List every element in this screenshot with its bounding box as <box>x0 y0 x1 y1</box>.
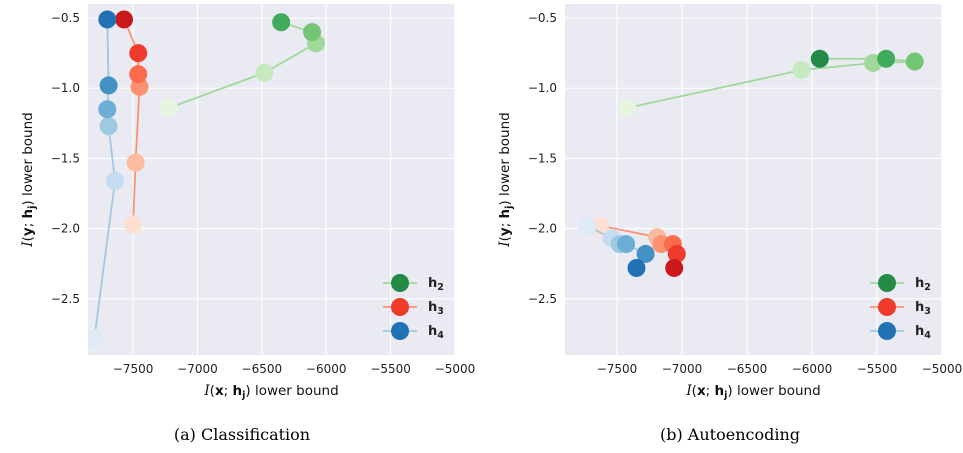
legend-label-h4: h4 <box>915 324 931 341</box>
y-tick-label: −1.5 <box>51 151 80 165</box>
y-axis-label: I(y; hj) lower bound <box>497 112 515 247</box>
legend: h2 h3 h4 <box>870 274 931 341</box>
y-tick-label: −1.0 <box>528 81 557 95</box>
y-tick-label: −0.5 <box>528 11 557 25</box>
data-point-h2 <box>160 98 179 117</box>
x-tick-label: −7000 <box>662 362 703 376</box>
data-point-h2 <box>877 49 896 68</box>
legend-marker-h4 <box>878 322 896 340</box>
data-point-h4 <box>98 10 117 29</box>
data-point-h2 <box>905 52 924 71</box>
data-point-h4 <box>98 100 117 119</box>
legend: h2 h3 h4 <box>383 274 444 341</box>
x-tick-label: −5500 <box>857 362 898 376</box>
legend-label-h2: h2 <box>915 276 931 293</box>
legend-label-h4: h4 <box>428 324 444 341</box>
data-point-h2 <box>272 13 291 32</box>
data-point-h4 <box>106 171 125 190</box>
y-tick-label: −2.5 <box>51 292 80 306</box>
y-tick-label: −2.0 <box>51 222 80 236</box>
legend-marker-h3 <box>878 298 896 316</box>
x-axis-label: I(x; hj) lower bound <box>203 383 338 401</box>
x-axis-label: I(x; hj) lower bound <box>685 383 820 401</box>
x-tick-label: −6000 <box>792 362 833 376</box>
y-tick-label: −0.5 <box>51 11 80 25</box>
y-axis-label: I(y; hj) lower bound <box>20 112 38 247</box>
legend-label-h2: h2 <box>428 276 444 293</box>
data-point-h3 <box>124 215 143 234</box>
data-point-h2 <box>618 98 637 117</box>
x-tick-label: −7500 <box>113 362 154 376</box>
plot-background <box>88 4 455 355</box>
data-point-h4 <box>636 244 655 263</box>
x-tick-label: −6500 <box>727 362 768 376</box>
chart-a: −7500 −7000 −6500 −6000 −5500 −5000 −0.5 −1.0 −1… <box>20 4 475 401</box>
y-tick-label: −2.0 <box>528 222 557 236</box>
data-point-h4 <box>617 235 636 254</box>
data-point-h3 <box>129 65 148 84</box>
legend-marker-h2 <box>878 274 896 292</box>
y-tick-label: −1.5 <box>528 151 557 165</box>
legend-marker-h3 <box>391 298 409 316</box>
y-tick-label: −1.0 <box>51 81 80 95</box>
data-point-h3 <box>667 244 686 263</box>
data-point-h4 <box>627 258 646 277</box>
data-point-h2 <box>303 23 322 42</box>
caption-a: (a) Classification <box>173 425 311 444</box>
x-tick-label: −5500 <box>370 362 411 376</box>
legend-marker-h2 <box>391 274 409 292</box>
data-point-h3 <box>665 258 684 277</box>
legend-marker-h4 <box>391 322 409 340</box>
plot-area <box>88 10 325 348</box>
y-tick-label: −2.5 <box>528 292 557 306</box>
data-point-h4 <box>578 216 597 235</box>
x-tick-label: −7000 <box>177 362 218 376</box>
data-point-h3 <box>115 10 134 29</box>
data-point-h3 <box>126 153 145 172</box>
x-tick-label: −6000 <box>306 362 347 376</box>
data-point-h2 <box>810 49 829 68</box>
data-point-h2 <box>792 60 811 79</box>
caption-b: (b) Autoencoding <box>659 425 800 444</box>
data-point-h4 <box>99 117 118 136</box>
x-tick-label: −6500 <box>242 362 283 376</box>
chart-b: −7500 −7000 −6500 −6000 −5500 −5000 −0.5 −1.0 −1… <box>497 4 962 401</box>
legend-label-h3: h3 <box>915 300 931 317</box>
data-point-h2 <box>255 63 274 82</box>
data-point-h4 <box>99 76 118 95</box>
data-point-h3 <box>129 44 148 63</box>
x-tick-label: −5000 <box>922 362 963 376</box>
legend-label-h3: h3 <box>428 300 444 317</box>
data-point-h4 <box>88 329 104 348</box>
x-tick-label: −7500 <box>597 362 638 376</box>
x-tick-label: −5000 <box>435 362 476 376</box>
plot-area <box>578 49 924 277</box>
